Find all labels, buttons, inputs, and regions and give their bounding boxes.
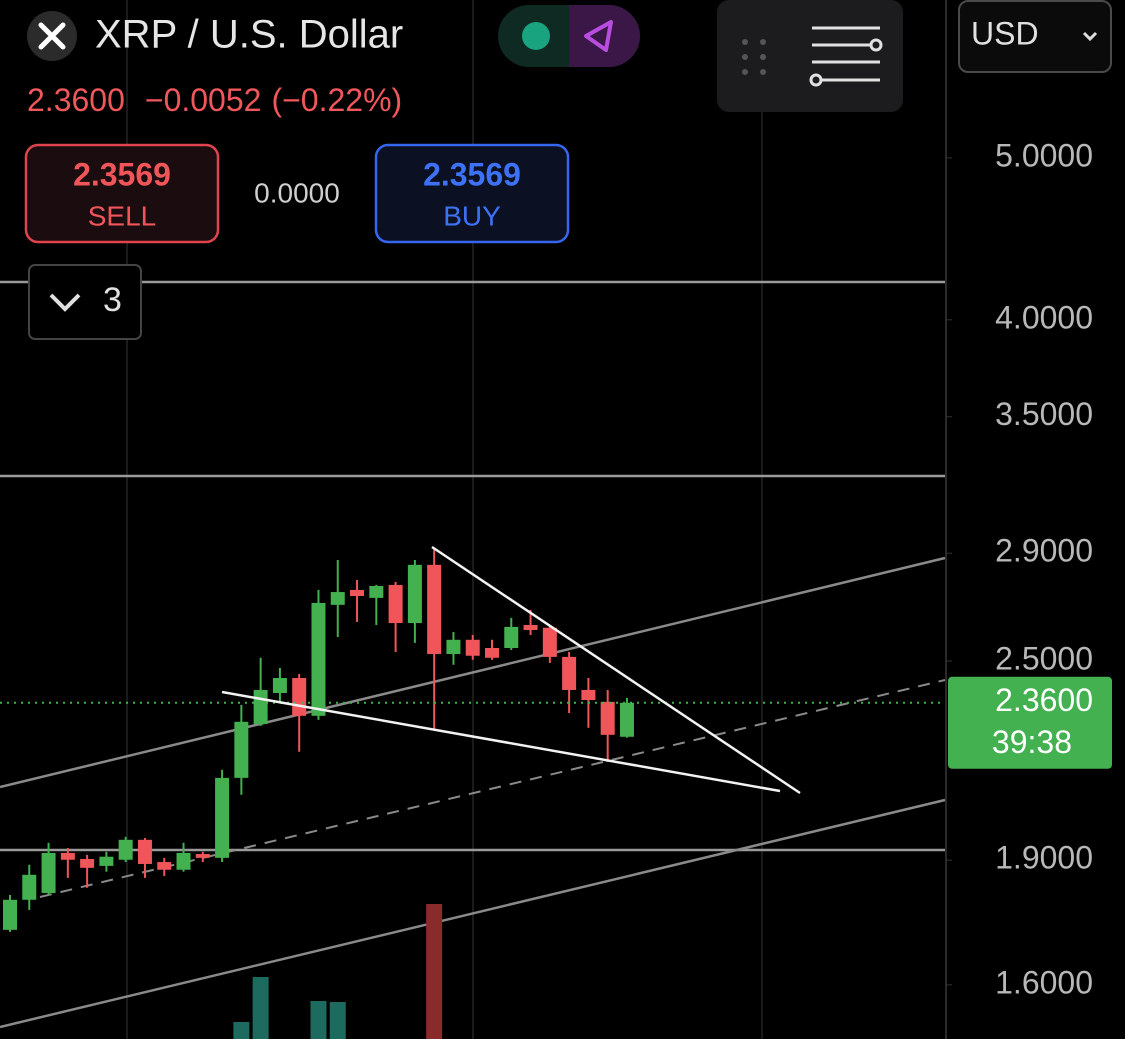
menu-icon: [809, 26, 883, 87]
sell-box: [24, 143, 220, 244]
candle-body: [253, 689, 268, 725]
currency-label: USD: [971, 15, 1039, 51]
y-tick-label: 2.9000: [995, 533, 1093, 569]
candle-body: [22, 874, 37, 900]
indicator-toggle[interactable]: 3: [28, 264, 142, 340]
menu-button[interactable]: [717, 0, 903, 112]
change: −0.0052: [145, 82, 262, 118]
last-price-badge: [948, 676, 1112, 769]
candle-body: [600, 701, 615, 735]
candle-body: [581, 689, 596, 701]
candle-body: [215, 777, 230, 858]
candle-body: [3, 899, 17, 930]
sell-label: SELL: [88, 200, 157, 231]
volume-bar: [252, 977, 269, 1039]
pill-right: [569, 5, 640, 67]
sell-button[interactable]: 2.3569 SELL: [24, 143, 220, 244]
wedge-line: [431, 545, 801, 795]
chevron: [49, 293, 81, 312]
status-pill[interactable]: [498, 5, 640, 67]
spread: 0.0000: [254, 177, 340, 208]
candle-body: [369, 585, 384, 598]
candle-body: [330, 592, 345, 605]
y-tick-label: 1.9000: [995, 840, 1093, 876]
candle-body: [523, 624, 538, 630]
candle-body: [407, 564, 422, 624]
sell-price: 2.3569: [73, 156, 171, 192]
symbol-title: XRP / U.S. Dollar: [95, 13, 403, 57]
currency-box: [958, 0, 1112, 73]
icon-x: [38, 22, 66, 50]
y-tick-label: 4.0000: [995, 299, 1093, 335]
channel-line: [0, 556, 946, 789]
price: 2.3600: [27, 82, 125, 118]
candle-body: [118, 839, 133, 860]
candle-body: [465, 639, 480, 656]
candle-body: [311, 602, 326, 716]
candle-body: [137, 839, 152, 864]
volume-bar: [233, 1022, 250, 1039]
y-tick-label: 1.6000: [995, 964, 1093, 1000]
candle-body: [80, 858, 95, 868]
volume-bar: [426, 904, 443, 1039]
price-line: 2.3600 −0.0052 (−0.22%): [27, 82, 402, 118]
wedge-line: [221, 690, 781, 793]
drag-dots: [742, 39, 766, 75]
indicator-count: 3: [103, 281, 122, 319]
change-pct: (−0.22%): [271, 82, 402, 118]
symbol-icon[interactable]: [27, 11, 77, 61]
candle-body: [388, 584, 403, 624]
candle-body: [350, 589, 365, 597]
candle-body: [157, 862, 172, 870]
channel-line: [0, 798, 946, 1029]
candle-body: [99, 856, 114, 866]
mid-channel-line: [39, 679, 946, 898]
candle-body: [485, 648, 499, 658]
candle-body: [619, 702, 634, 737]
candle-body: [292, 677, 307, 716]
countdown: 39:38: [992, 724, 1072, 760]
candle-body: [41, 852, 56, 893]
y-tick-label: 3.5000: [995, 396, 1093, 432]
currency-select[interactable]: USD: [958, 0, 1112, 73]
y-tick-label: 5.0000: [995, 137, 1093, 173]
candle-body: [60, 852, 75, 860]
buy-box: [374, 143, 570, 244]
candle-body: [427, 564, 442, 655]
price-axis: 5.0000 4.0000 3.5000 2.9000 2.5000 1.9000 1.60…: [946, 137, 1112, 1000]
status-dot: [522, 22, 550, 50]
candle-body: [542, 627, 557, 657]
share-icon: [584, 20, 613, 52]
chevron: [1082, 31, 1098, 42]
candle-body: [272, 677, 287, 694]
y-tick-label: 2.5000: [995, 640, 1093, 676]
candle-body: [446, 639, 461, 655]
candle-body: [562, 656, 577, 690]
candle-body: [234, 721, 249, 778]
volume-bar: [329, 1002, 346, 1039]
volume-bar: [310, 1001, 327, 1039]
toggle-box: [28, 264, 142, 340]
buy-price: 2.3569: [423, 156, 521, 192]
buy-button[interactable]: 2.3569 BUY: [374, 143, 570, 244]
last-price-label: 2.3600: [995, 682, 1093, 718]
candle-body: [176, 852, 191, 870]
candle-body: [195, 854, 210, 858]
plot: [0, 547, 945, 1039]
candle-body: [504, 626, 519, 649]
buy-label: BUY: [443, 200, 501, 231]
